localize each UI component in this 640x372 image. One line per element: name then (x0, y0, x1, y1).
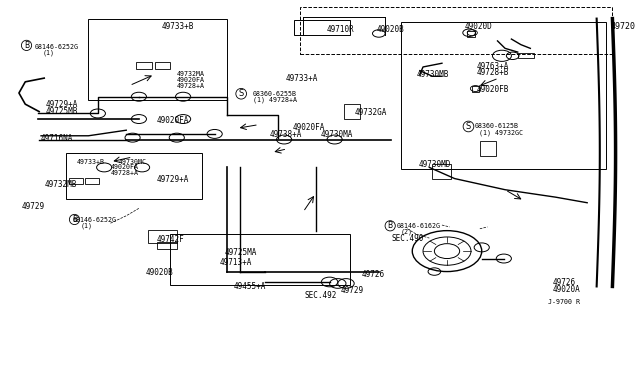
Text: 49738+A: 49738+A (269, 130, 302, 139)
Bar (472, 86, 479, 92)
Text: B: B (72, 215, 77, 224)
Text: 49763+A: 49763+A (477, 62, 509, 71)
Bar (300, 7, 612, 54)
Text: 49730MA: 49730MA (321, 130, 353, 139)
Bar (148, 230, 177, 243)
Text: 49726: 49726 (552, 278, 575, 287)
Text: SEC.492: SEC.492 (305, 291, 337, 300)
Text: 49729+A: 49729+A (157, 175, 189, 184)
Bar (70, 178, 83, 184)
Bar (170, 234, 351, 285)
Text: S: S (466, 122, 471, 131)
Text: 49455+A: 49455+A (234, 282, 266, 291)
Text: (1) 49732GC: (1) 49732GC (479, 129, 523, 136)
Bar (294, 20, 351, 35)
Text: (2): (2) (401, 228, 413, 235)
Bar (518, 53, 534, 58)
Bar (433, 164, 451, 179)
Bar (88, 19, 227, 100)
Text: J-9700 R: J-9700 R (548, 299, 580, 305)
Bar (136, 62, 152, 69)
Text: (1) 49728+A: (1) 49728+A (253, 96, 296, 103)
Text: 49020B: 49020B (377, 25, 404, 34)
Text: 49729+A: 49729+A (45, 100, 78, 109)
Text: 49716NA: 49716NA (41, 134, 74, 143)
Text: 49020B: 49020B (145, 268, 173, 277)
Bar (155, 62, 170, 69)
Text: 49729: 49729 (22, 202, 45, 211)
Text: 08146-6162G: 08146-6162G (397, 223, 440, 229)
Text: 49733+A: 49733+A (285, 74, 317, 83)
Text: 49020FB: 49020FB (477, 85, 509, 94)
Text: (1): (1) (81, 223, 93, 230)
Text: 49728+B: 49728+B (477, 68, 509, 77)
Text: 49020D: 49020D (465, 22, 492, 31)
Text: 08360-6125B: 08360-6125B (475, 124, 519, 129)
Bar (480, 141, 495, 156)
Text: 08360-6255B: 08360-6255B (253, 91, 296, 97)
Text: 08146-6252G: 08146-6252G (35, 44, 79, 50)
Text: 49020FA: 49020FA (111, 164, 138, 170)
Text: 49725MB: 49725MB (45, 107, 78, 116)
Text: 49730MB: 49730MB (417, 70, 449, 79)
Text: 49020FA: 49020FA (177, 77, 205, 83)
Text: 49742F: 49742F (157, 235, 184, 244)
Bar (157, 242, 177, 249)
Text: 49730MC: 49730MC (118, 159, 147, 165)
Bar (344, 104, 360, 119)
Text: 49733+B: 49733+B (162, 22, 194, 31)
Text: 49728+A: 49728+A (177, 83, 205, 89)
Text: 49725MA: 49725MA (225, 248, 257, 257)
Bar (67, 153, 202, 199)
Text: SEC.490: SEC.490 (392, 234, 424, 243)
Text: (1): (1) (43, 49, 55, 56)
Text: 49020FA: 49020FA (292, 123, 324, 132)
Text: 49020A: 49020A (552, 285, 580, 294)
Text: 49732MA: 49732MA (177, 71, 205, 77)
Bar (467, 31, 475, 37)
Text: 49720: 49720 (611, 22, 636, 31)
Text: S: S (239, 89, 244, 98)
Text: 08146-6252G: 08146-6252G (72, 217, 116, 223)
Text: 49726: 49726 (362, 270, 385, 279)
Text: 49713+A: 49713+A (220, 258, 252, 267)
Bar (401, 22, 606, 169)
Text: 49732GA: 49732GA (355, 108, 387, 117)
Text: 49733+B: 49733+B (77, 159, 105, 165)
Text: 49728+A: 49728+A (111, 170, 138, 176)
Text: 49732MB: 49732MB (44, 180, 77, 189)
Text: 49020FA: 49020FA (157, 116, 189, 125)
Text: 49710R: 49710R (327, 25, 355, 34)
Bar (85, 178, 99, 184)
Text: 49730MD: 49730MD (419, 160, 451, 169)
Text: B: B (24, 41, 29, 50)
Text: B: B (388, 221, 393, 230)
Text: 49729: 49729 (341, 286, 364, 295)
